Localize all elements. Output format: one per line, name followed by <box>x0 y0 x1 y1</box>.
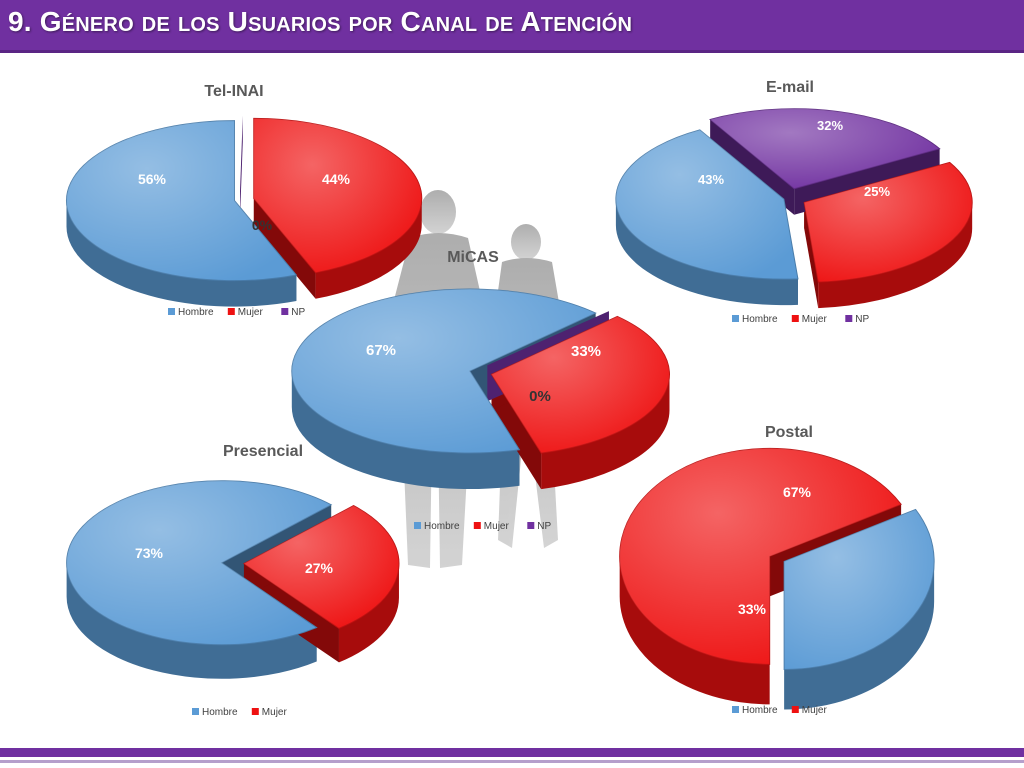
legend-swatch-mujer <box>227 308 235 315</box>
legend-label-mujer: Mujer <box>238 307 264 318</box>
legend-swatch-np <box>281 308 289 315</box>
legend: Hombre Mujer NP <box>732 314 870 325</box>
legend-label-mujer: Mujer <box>802 705 828 716</box>
legend-label-hombre: Hombre <box>202 707 238 718</box>
legend-label-mujer: Mujer <box>262 707 288 718</box>
pie-slice-zero <box>240 115 243 218</box>
legend-swatch-hombre <box>732 706 739 713</box>
legend-swatch-hombre <box>732 315 739 322</box>
data-label-np: 0% <box>529 388 551 405</box>
legend-label-hombre: Hombre <box>742 314 778 325</box>
legend-swatch-np <box>527 522 535 529</box>
legend: Hombre Mujer <box>732 705 827 716</box>
data-label-mujer: 44% <box>322 171 351 187</box>
pie-slice-np-side <box>240 115 243 218</box>
legend-swatch-mujer <box>251 708 259 715</box>
chart-title: Postal <box>765 424 813 441</box>
legend-swatch-mujer <box>473 522 481 529</box>
data-label-mujer: 33% <box>571 343 601 360</box>
legend-label-mujer: Mujer <box>484 521 510 532</box>
legend-label-mujer: Mujer <box>802 314 828 325</box>
slide-title: 9. Género de los Usuarios por Canal de A… <box>8 6 633 37</box>
legend-label-np: NP <box>537 521 551 532</box>
pie-chart-tel-inai: Tel-INAI 56% 44% 0% Hombre Mujer NP <box>66 83 423 318</box>
data-label-mujer: 32% <box>817 118 843 133</box>
data-label-hombre: 43% <box>698 172 724 187</box>
legend-swatch-mujer <box>791 706 799 713</box>
legend-swatch-hombre <box>192 708 199 715</box>
legend: Hombre Mujer NP <box>414 521 552 532</box>
data-label-mujer: 67% <box>783 484 812 500</box>
data-label-mujer: 27% <box>305 560 334 576</box>
footer-bar <box>0 748 1024 757</box>
chart-title: E-mail <box>766 79 814 96</box>
legend-label-hombre: Hombre <box>742 705 778 716</box>
pie-chart-presencial: Presencial 73% 27% Hombre Mujer <box>66 443 400 718</box>
legend: Hombre Mujer NP <box>168 307 306 318</box>
legend-label-np: NP <box>855 314 869 325</box>
legend: Hombre Mujer <box>192 707 287 718</box>
data-label-hombre: 33% <box>738 601 767 617</box>
legend-label-hombre: Hombre <box>424 521 460 532</box>
chart-title: Presencial <box>223 443 303 460</box>
chart-title: Tel-INAI <box>204 83 263 100</box>
legend-swatch-hombre <box>414 522 421 529</box>
legend-label-hombre: Hombre <box>178 307 214 318</box>
data-label-np: 0% <box>252 217 273 233</box>
pie-chart-micas: MiCAS 67% 33% 0% Hombre Mujer NP <box>291 249 670 532</box>
data-label-np: 25% <box>864 184 890 199</box>
title-bar: 9. Género de los Usuarios por Canal de A… <box>0 0 1024 53</box>
data-label-hombre: 56% <box>138 171 167 187</box>
pie-chart-postal: Postal 33% 67% Hombre Mujer <box>619 424 935 716</box>
legend-swatch-hombre <box>168 308 175 315</box>
pie-chart-email: E-mail 43% 32% 25% Hombre Mujer NP <box>615 79 973 325</box>
legend-label-np: NP <box>291 307 305 318</box>
legend-swatch-mujer <box>791 315 799 322</box>
data-label-hombre: 67% <box>366 342 396 359</box>
legend-swatch-np <box>845 315 853 322</box>
chart-title: MiCAS <box>447 249 499 266</box>
footer-line <box>0 760 1024 763</box>
data-label-hombre: 73% <box>135 545 164 561</box>
